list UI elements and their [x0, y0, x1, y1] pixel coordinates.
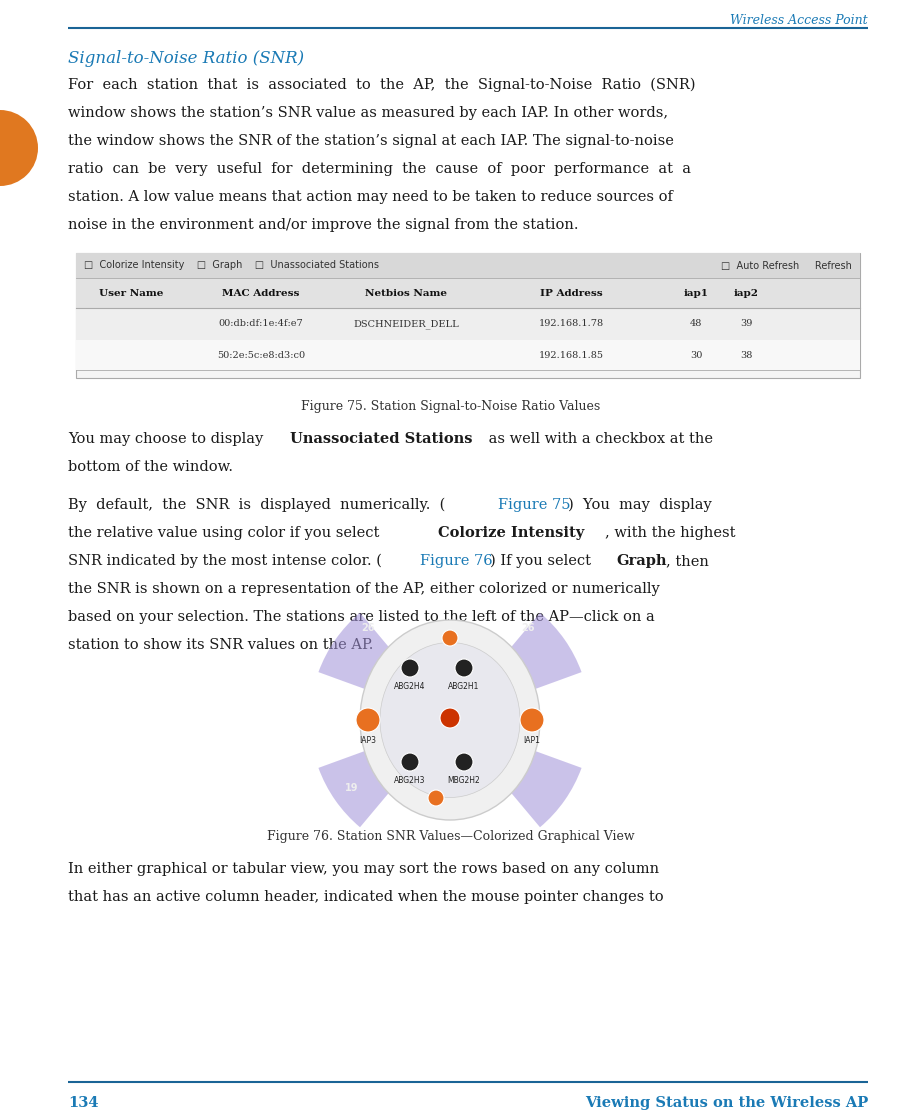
- Circle shape: [442, 631, 458, 646]
- Bar: [76, 253, 860, 378]
- Text: , with the highest: , with the highest: [605, 526, 735, 540]
- Text: IAP1: IAP1: [523, 736, 541, 745]
- Text: 48: 48: [690, 320, 702, 329]
- Text: 26: 26: [361, 623, 375, 633]
- Text: In either graphical or tabular view, you may sort the rows based on any column: In either graphical or tabular view, you…: [68, 862, 660, 876]
- Text: Graph: Graph: [616, 554, 667, 568]
- Text: ratio  can  be  very  useful  for  determining  the  cause  of  poor  performanc: ratio can be very useful for determining…: [68, 162, 691, 176]
- Text: Figure 76: Figure 76: [420, 554, 493, 568]
- Text: the relative value using color if you select: the relative value using color if you se…: [68, 526, 384, 540]
- Text: 192.168.1.78: 192.168.1.78: [539, 320, 604, 329]
- Text: □  Auto Refresh     Refresh: □ Auto Refresh Refresh: [721, 261, 852, 271]
- Text: ABG2H3: ABG2H3: [395, 776, 426, 785]
- Wedge shape: [318, 720, 450, 828]
- Text: noise in the environment and/or improve the signal from the station.: noise in the environment and/or improve …: [68, 218, 578, 232]
- Circle shape: [428, 790, 444, 807]
- Bar: [76, 253, 860, 278]
- Text: 50:2e:5c:e8:d3:c0: 50:2e:5c:e8:d3:c0: [217, 351, 305, 360]
- Text: 26: 26: [522, 623, 535, 633]
- Bar: [76, 278, 860, 307]
- Wedge shape: [450, 720, 581, 828]
- Text: MBG2H2: MBG2H2: [448, 776, 480, 785]
- Text: ABG2H4: ABG2H4: [395, 682, 426, 691]
- Text: Unassociated Stations: Unassociated Stations: [290, 432, 472, 446]
- Text: IAP3: IAP3: [359, 736, 377, 745]
- Wedge shape: [0, 110, 38, 186]
- Circle shape: [520, 709, 544, 732]
- Ellipse shape: [380, 643, 520, 798]
- Text: SNR indicated by the most intense color. (: SNR indicated by the most intense color.…: [68, 554, 382, 568]
- Text: MAC Address: MAC Address: [223, 289, 300, 297]
- Text: , then: , then: [666, 554, 709, 568]
- Text: For  each  station  that  is  associated  to  the  AP,  the  Signal-to-Noise  Ra: For each station that is associated to t…: [68, 78, 696, 92]
- Ellipse shape: [360, 620, 540, 820]
- Text: based on your selection. The stations are listed to the left of the AP—click on : based on your selection. The stations ar…: [68, 610, 655, 624]
- Text: ) If you select: ) If you select: [490, 554, 596, 568]
- Text: iap1: iap1: [684, 289, 708, 297]
- Wedge shape: [450, 613, 581, 720]
- Bar: [76, 340, 860, 370]
- Text: Netbios Name: Netbios Name: [365, 289, 447, 297]
- Text: Wireless Access Point: Wireless Access Point: [731, 14, 868, 27]
- Text: iap2: iap2: [733, 289, 759, 297]
- Text: IP Address: IP Address: [540, 289, 602, 297]
- Text: Figure 75. Station Signal-to-Noise Ratio Values: Figure 75. Station Signal-to-Noise Ratio…: [301, 400, 600, 413]
- Text: User Name: User Name: [99, 289, 163, 297]
- Text: ABG2H1: ABG2H1: [449, 682, 479, 691]
- Text: 38: 38: [740, 351, 752, 360]
- Text: Signal-to-Noise Ratio (SNR): Signal-to-Noise Ratio (SNR): [68, 50, 305, 67]
- Circle shape: [401, 753, 419, 771]
- Circle shape: [455, 659, 473, 677]
- Text: □  Colorize Intensity    □  Graph    □  Unassociated Stations: □ Colorize Intensity □ Graph □ Unassocia…: [84, 261, 379, 271]
- Text: that has an active column header, indicated when the mouse pointer changes to: that has an active column header, indica…: [68, 890, 664, 903]
- Text: window shows the station’s SNR value as measured by each IAP. In other words,: window shows the station’s SNR value as …: [68, 106, 669, 120]
- Text: 39: 39: [740, 320, 752, 329]
- Text: DSCHNEIDER_DELL: DSCHNEIDER_DELL: [353, 319, 459, 329]
- Text: station. A low value means that action may need to be taken to reduce sources of: station. A low value means that action m…: [68, 190, 673, 204]
- Text: station to show its SNR values on the AP.: station to show its SNR values on the AP…: [68, 638, 373, 652]
- Text: bottom of the window.: bottom of the window.: [68, 460, 233, 473]
- Wedge shape: [318, 613, 450, 720]
- Text: Figure 75: Figure 75: [498, 498, 570, 512]
- Text: the window shows the SNR of the station’s signal at each IAP. The signal-to-nois: the window shows the SNR of the station’…: [68, 134, 674, 148]
- Text: Viewing Status on the Wireless AP: Viewing Status on the Wireless AP: [585, 1096, 868, 1110]
- Circle shape: [455, 753, 473, 771]
- Circle shape: [356, 709, 380, 732]
- Text: the SNR is shown on a representation of the AP, either colorized or numerically: the SNR is shown on a representation of …: [68, 582, 660, 596]
- Bar: [76, 307, 860, 340]
- Text: as well with a checkbox at the: as well with a checkbox at the: [484, 432, 713, 446]
- Text: 134: 134: [68, 1096, 98, 1110]
- Circle shape: [401, 659, 419, 677]
- Text: By  default,  the  SNR  is  displayed  numerically.  (: By default, the SNR is displayed numeric…: [68, 498, 445, 512]
- Text: 19: 19: [345, 783, 359, 793]
- Text: 30: 30: [690, 351, 702, 360]
- Text: Figure 76. Station SNR Values—Colorized Graphical View: Figure 76. Station SNR Values—Colorized …: [267, 830, 634, 843]
- Text: )  You  may  display: ) You may display: [568, 498, 712, 512]
- Circle shape: [440, 709, 460, 729]
- Text: 192.168.1.85: 192.168.1.85: [539, 351, 604, 360]
- Text: Colorize Intensity: Colorize Intensity: [438, 526, 584, 540]
- Text: You may choose to display: You may choose to display: [68, 432, 268, 446]
- Text: 00:db:df:1e:4f:e7: 00:db:df:1e:4f:e7: [219, 320, 304, 329]
